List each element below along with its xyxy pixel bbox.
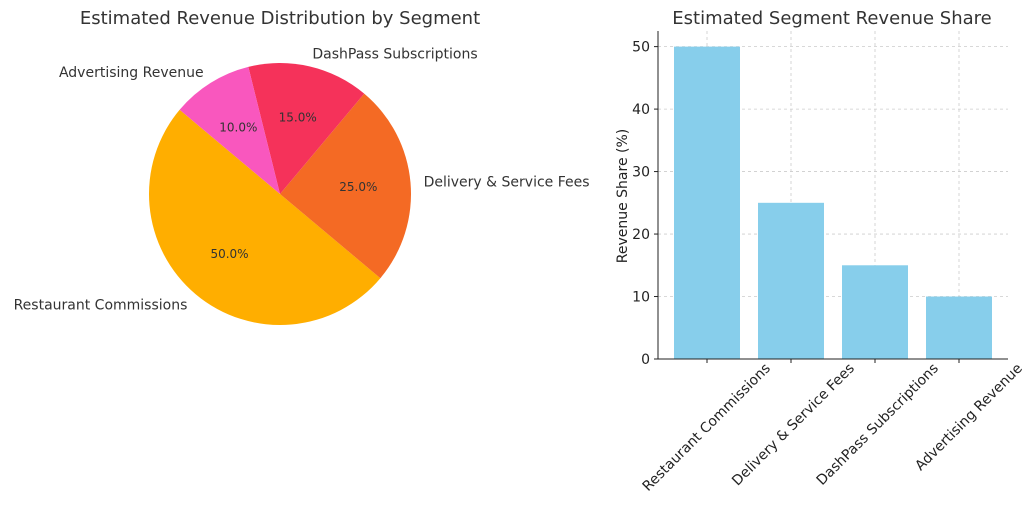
bar-restaurant-commissions: [674, 46, 740, 359]
pie-label-advertising-revenue: Advertising Revenue: [59, 65, 204, 81]
pie-slice-advertising-revenue: [179, 66, 280, 194]
pie-chart-title: Estimated Revenue Distribution by Segmen…: [80, 8, 480, 29]
pie-label-delivery-and-service-fees: Delivery & Service Fees: [424, 174, 590, 190]
pie-percent-label-delivery-and-service-fees: 25.0%: [339, 180, 377, 194]
pie-percent-label-advertising-revenue: 10.0%: [219, 120, 257, 134]
bar-delivery-and-service-fees: [758, 202, 824, 359]
bar-y-tick-label-10: 10: [632, 290, 650, 306]
pie-slice-restaurant-commissions: [148, 109, 381, 326]
bar-dashpass-subscriptions: [842, 265, 908, 359]
bar-y-tick-label-40: 40: [632, 102, 650, 118]
bar-chart-title: Estimated Segment Revenue Share: [672, 8, 991, 29]
pie-percent-label-dashpass-subscriptions: 15.0%: [279, 110, 317, 124]
pie-label-restaurant-commissions: Restaurant Commissions: [14, 297, 188, 313]
bar-chart-y-axis-label: Revenue Share (%): [615, 129, 631, 264]
bar-y-tick-label-20: 20: [632, 227, 650, 243]
pie-slice-dashpass-subscriptions: [248, 62, 365, 194]
bar-y-tick-label-50: 50: [632, 40, 650, 56]
pie-percent-label-restaurant-commissions: 50.0%: [210, 247, 248, 261]
bar-advertising-revenue: [926, 296, 992, 359]
bar-y-tick-label-0: 0: [641, 352, 650, 368]
pie-label-dashpass-subscriptions: DashPass Subscriptions: [312, 47, 477, 63]
pie-slice-delivery-and-service-fees: [280, 93, 412, 279]
bar-y-tick-label-30: 30: [632, 165, 650, 181]
